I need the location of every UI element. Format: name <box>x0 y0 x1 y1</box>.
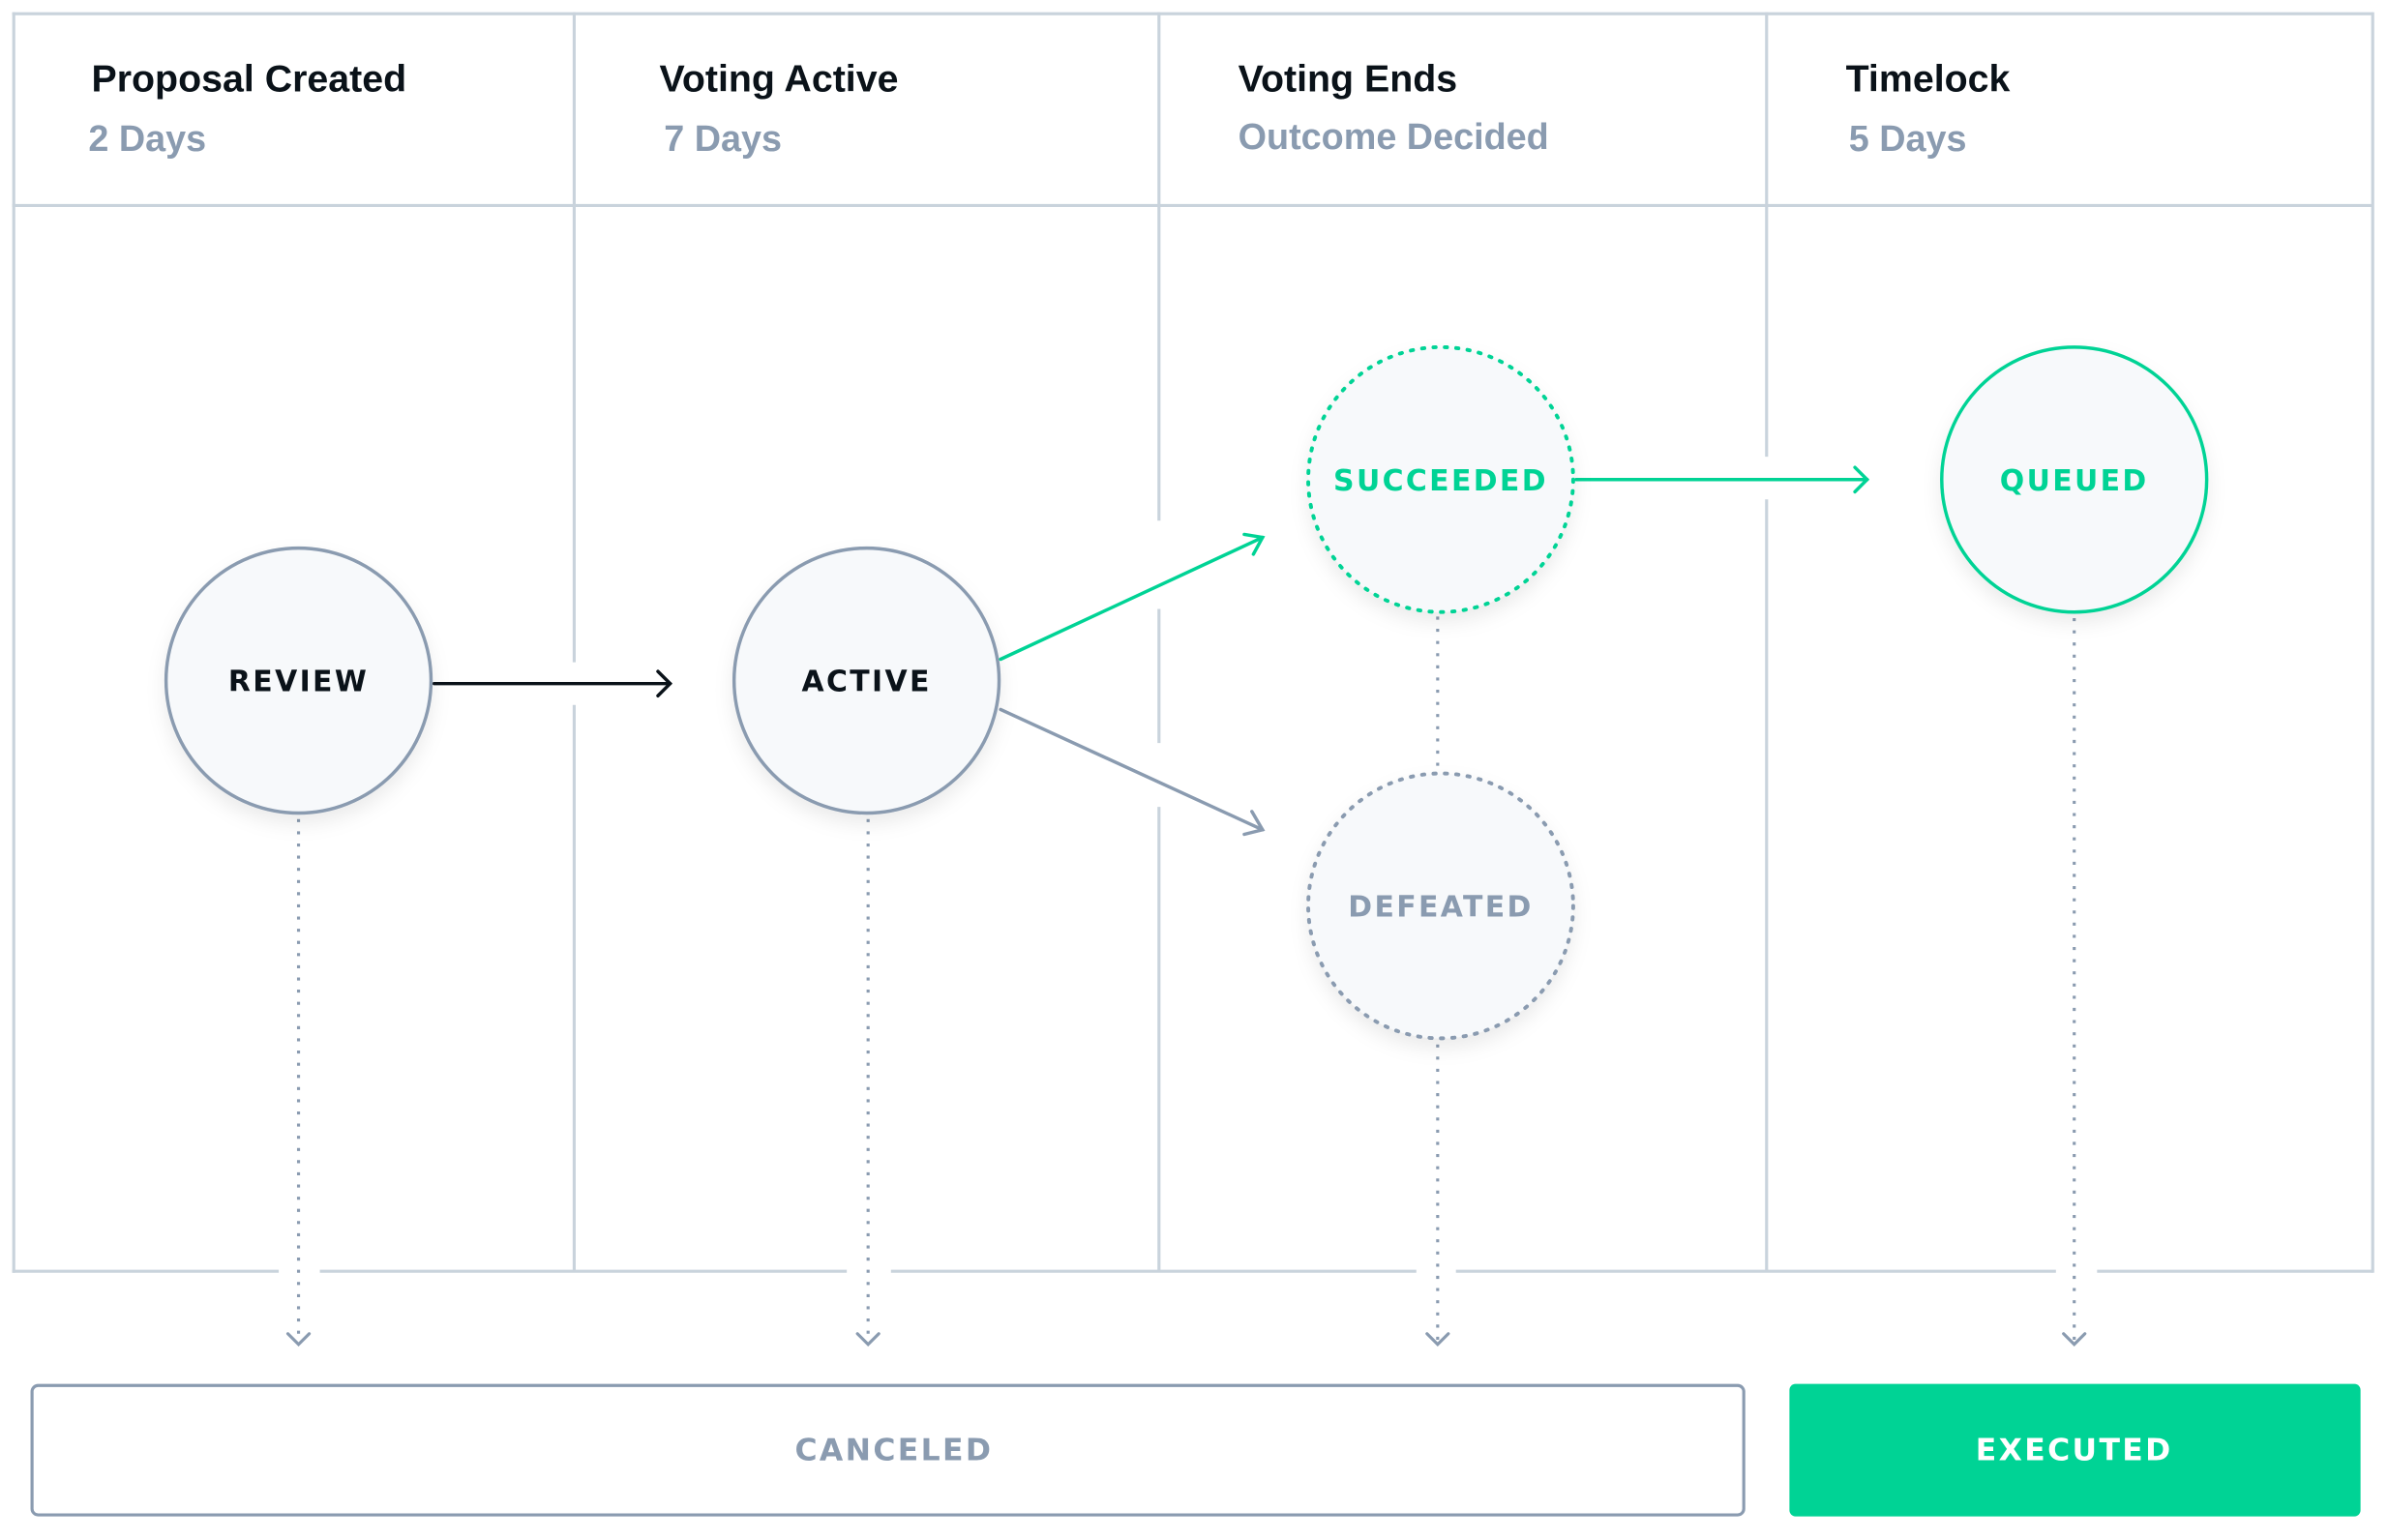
node-label: QUEUED <box>2000 464 2149 498</box>
outcome-label: CANCELED <box>794 1433 993 1467</box>
node-label: ACTIVE <box>801 666 931 699</box>
column-subtitle: 2 Days <box>88 119 206 160</box>
node-review: REVIEW <box>164 546 433 815</box>
transition-arrows <box>432 465 1870 837</box>
dotted-connectors <box>296 616 2076 1341</box>
column-subtitle: Outcome Decided <box>1239 117 1549 158</box>
column-title: Timelock <box>1846 57 2011 100</box>
chevron-down-icon <box>2062 1332 2087 1347</box>
node-label: DEFEATED <box>1348 890 1533 924</box>
chevron-down-icon <box>855 1332 881 1347</box>
chevron-down-icon <box>285 1332 312 1347</box>
active-to-defeated-arrow <box>999 707 1266 837</box>
chevron-down-icon <box>1425 1332 1450 1347</box>
column-header-voting-active: Voting Active 7 Days <box>660 57 899 159</box>
succeeded-to-queued-arrow <box>1574 465 1870 494</box>
dotted-arrowheads <box>285 1332 2087 1347</box>
node-label: REVIEW <box>228 666 369 699</box>
column-title: Proposal Created <box>91 57 406 100</box>
node-label: SUCCEEDED <box>1333 464 1548 498</box>
column-header-timelock: Timelock 5 Days <box>1846 57 2011 159</box>
column-header-voting-ends: Voting Ends Outcome Decided <box>1239 57 1549 158</box>
grid-frame <box>12 12 2374 1273</box>
node-queued: QUEUED <box>1940 345 2209 614</box>
outcome-label: EXECUTED <box>1976 1433 2173 1467</box>
active-to-succeeded-arrow <box>999 532 1266 662</box>
column-subtitle: 7 Days <box>664 119 782 160</box>
column-title: Voting Ends <box>1239 57 1457 100</box>
node-active: ACTIVE <box>731 546 1001 815</box>
column-subtitle: 5 Days <box>1849 119 1967 160</box>
node-defeated: DEFEATED <box>1306 771 1575 1041</box>
node-succeeded: SUCCEEDED <box>1306 344 1575 614</box>
outcome-canceled: CANCELED <box>30 1383 1746 1517</box>
column-header-proposal-created: Proposal Created 2 Days <box>88 57 406 159</box>
review-to-active-arrow <box>432 669 673 698</box>
outcome-executed: EXECUTED <box>1789 1383 2361 1517</box>
column-title: Voting Active <box>660 57 899 100</box>
